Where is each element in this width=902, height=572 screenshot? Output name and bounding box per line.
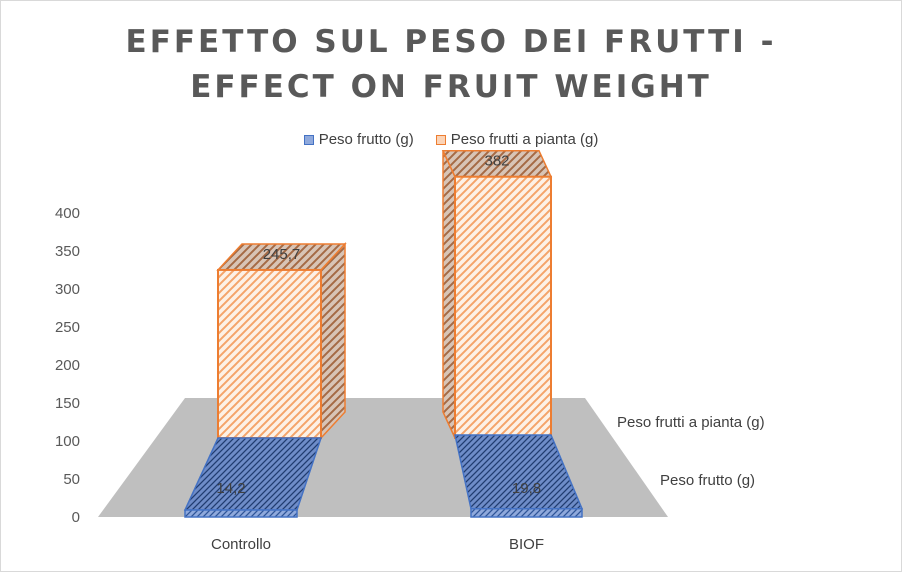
x-category-label: Controllo: [211, 536, 271, 553]
bar-peso-frutti-a-pianta: [454, 175, 552, 439]
y-tick-label: 0: [72, 509, 80, 526]
y-tick-label: 100: [55, 433, 80, 450]
chart-legend: Peso frutto (g) Peso frutti a pianta (g): [0, 131, 902, 148]
legend-swatch-peso-frutti-a-pianta: [435, 134, 446, 145]
y-tick-label: 400: [55, 205, 80, 222]
legend-label-peso-frutto: Peso frutto (g): [318, 131, 414, 148]
y-tick-label: 250: [55, 319, 80, 336]
legend-item-peso-frutti-a-pianta: Peso frutti a pianta (g): [435, 131, 599, 148]
y-tick-label: 50: [63, 471, 80, 488]
x-category-label: BIOF: [509, 536, 544, 553]
y-tick-label: 300: [55, 281, 80, 298]
depth-axis-label-peso-frutto: Peso frutto (g): [660, 472, 755, 489]
y-tick-label: 200: [55, 357, 80, 374]
y-tick-label: 150: [55, 395, 80, 412]
bar-peso-frutto: [184, 509, 298, 518]
legend-swatch-peso-frutto: [303, 134, 314, 145]
data-label-peso-frutti-a-pianta: 382: [484, 153, 509, 170]
y-tick-label: 350: [55, 243, 80, 260]
bar-peso-frutto: [470, 507, 583, 518]
bar-peso-frutti-a-pianta: [217, 268, 322, 439]
data-label-peso-frutto: 19,8: [512, 480, 541, 497]
legend-item-peso-frutto: Peso frutto (g): [303, 131, 414, 148]
legend-label-peso-frutti-a-pianta: Peso frutti a pianta (g): [450, 131, 599, 148]
bar-side-peso-frutti-a-pianta: [442, 150, 456, 439]
chart-title-line-2: EFFECT ON FRUIT WEIGHT: [190, 69, 712, 105]
chart-title-line-1: EFFETTO SUL PESO DEI FRUTTI -: [125, 24, 777, 60]
data-label-peso-frutto: 14,2: [216, 480, 245, 497]
bar-side-peso-frutti-a-pianta: [320, 242, 346, 440]
chart-floor: [98, 398, 668, 517]
data-label-peso-frutti-a-pianta: 245,7: [263, 246, 301, 263]
depth-axis-label-peso-frutti-a-pianta: Peso frutti a pianta (g): [617, 414, 765, 431]
